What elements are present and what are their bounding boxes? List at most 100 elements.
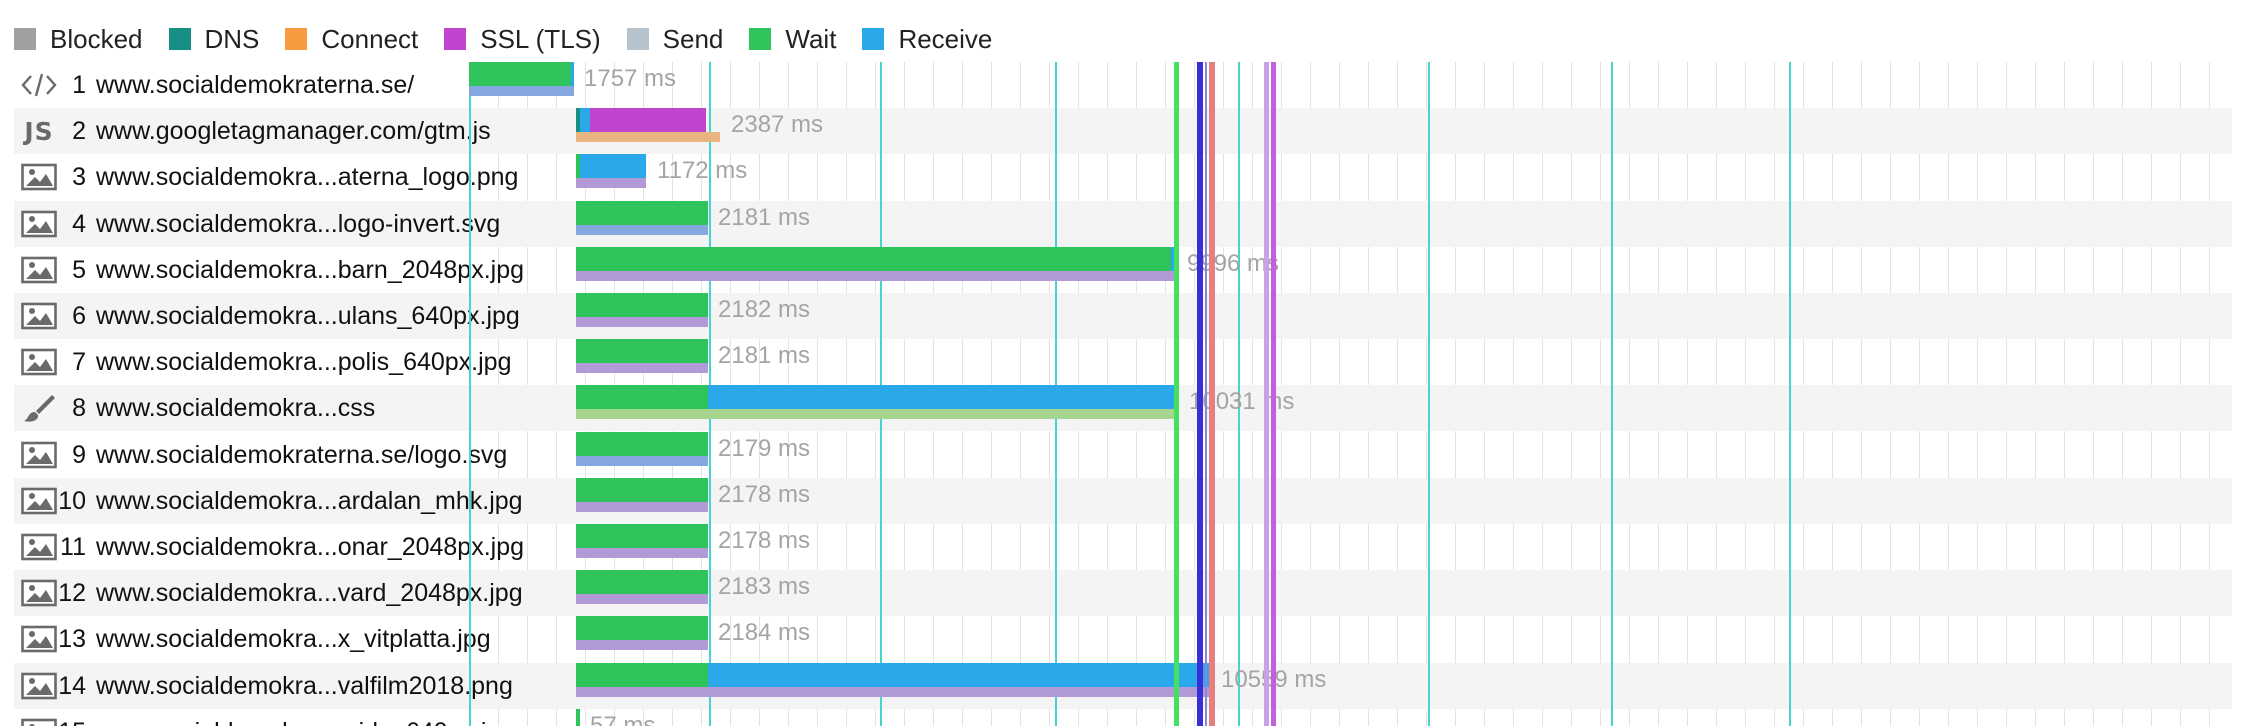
first-paint-marker [1197,62,1203,726]
request-row[interactable]: 1 www.socialdemokraterna.se/ [14,62,2232,108]
request-number: 6 [72,302,86,330]
request-row[interactable]: 3 www.socialdemokra...aterna_logo.png [14,154,2232,200]
legend-item-receive: Receive [862,24,992,55]
legend-label: DNS [204,23,260,54]
request-bar-track [576,548,708,558]
request-duration: 2183 ms [718,573,811,601]
request-timing-bar [590,108,706,133]
grid-line [1789,62,1791,726]
request-duration: 1757 ms [584,65,677,92]
legend-swatch [862,28,885,50]
request-duration: 2178 ms [718,480,811,508]
request-number: 4 [72,209,86,238]
request-bar-track [576,363,708,374]
request-url: www.socialdemokra...ulans_640px.jpg [96,302,520,330]
legend-item-blocked: Blocked [14,24,143,55]
request-duration: 2184 ms [718,619,811,647]
image-icon [20,532,58,562]
request-number: 3 [72,163,86,192]
grid-line [1611,62,1613,726]
request-number: 15 [14,709,96,726]
request-url: www.socialdemokra...x_vitplatta.jpg [96,625,491,654]
request-row[interactable]: 7 www.socialdemokra...polis_640px.jpg [14,339,2232,385]
image-icon [20,301,58,331]
request-duration: 2181 ms [718,342,811,370]
request-bar-track [469,86,574,96]
request-bar-track [576,409,1179,420]
grid-line [1428,62,1430,726]
legend-label: Send [662,23,724,54]
legend-item-wait: Wait [749,24,836,55]
waterfall-chart: 1 www.socialdemokraterna.se/JS 2 www.google… [14,62,2232,726]
request-number: 7 [72,348,86,377]
request-bar-track [576,594,708,605]
request-number: 2 [72,117,86,146]
request-timing-bar [571,62,574,86]
grid-line [1238,62,1240,726]
legend-swatch [285,28,308,50]
request-row[interactable]: 13 www.socialdemokra...x_vitplatta.jpg [14,616,2232,662]
request-number: 5 [72,255,86,284]
request-number: 10 [58,486,86,515]
image-icon [20,347,58,377]
request-bar-track [576,132,720,143]
request-timing-bar [708,662,1210,687]
request-row[interactable]: JS 2 www.googletagmanager.com/gtm.js [14,108,2232,155]
request-timing-bar [576,616,708,641]
request-label: 5 www.socialdemokra...barn_2048px.jpg [14,247,684,293]
request-row[interactable]: 15www.socialdemokra...rsida_640px.jpg [14,709,2232,726]
request-bar-track [576,178,646,189]
request-label: 1 www.socialdemokraterna.se/ [14,62,684,108]
request-timing-bar [576,477,708,502]
image-icon [20,486,58,516]
request-url: www.socialdemokra...polis_640px.jpg [96,348,512,377]
request-bar-track [576,640,708,651]
request-label: 12 www.socialdemokra...vard_2048px.jpg [14,570,684,616]
request-timing-bar [576,246,1171,271]
grid-line [469,62,471,726]
request-url: www.socialdemokra...vard_2048px.jpg [96,579,523,608]
request-timing-bar [580,108,590,133]
request-duration: 2179 ms [718,434,811,462]
legend-label: Wait [785,23,837,54]
request-row[interactable]: 10 www.socialdemokra...ardalan_mhk.jpg [14,477,2232,524]
request-timing-bar [576,293,708,317]
legend-label: Receive [898,23,993,54]
request-label: 7 www.socialdemokra...polis_640px.jpg [14,339,684,385]
request-row[interactable]: 5 www.socialdemokra...barn_2048px.jpg [14,247,2232,293]
legend-item-send: Send [626,23,724,55]
request-number: 13 [58,625,86,654]
image-icon [20,624,58,654]
request-bar-track [576,224,708,235]
js-icon: JS [24,116,54,146]
legend-label: SSL (TLS) [480,23,601,54]
request-label: 13 www.socialdemokra...x_vitplatta.jpg [14,616,684,662]
render-start-marker [1209,62,1215,726]
request-bar-track [576,455,708,466]
request-row[interactable]: 9 www.socialdemokraterna.se/logo.svg [14,432,2232,478]
request-timing-bar [576,431,708,456]
request-url: www.socialdemokraterna.se/logo.svg [96,440,508,469]
request-label: 4 www.socialdemokra...logo-invert.svg [14,201,684,247]
legend-swatch [168,28,191,50]
request-duration: 2178 ms [718,527,811,554]
request-url: www.socialdemokra...aterna_logo.png [96,163,519,192]
request-timing-bar [576,662,708,687]
request-bar-track [576,317,708,327]
request-number: 12 [58,579,86,608]
timing-legend: Blocked DNS Connect SSL (TLS) Send Wait Receiv… [14,22,1018,56]
legend-swatch [14,28,36,50]
request-label: 9 www.socialdemokraterna.se/logo.svg [14,432,684,478]
request-label: 11 www.socialdemokra...onar_2048px.jpg [14,524,684,570]
request-timing-bar [576,108,580,133]
request-row[interactable]: 6 www.socialdemokra...ulans_640px.jpg [14,293,2232,339]
on-load-marker [1264,62,1269,726]
request-bar-track [576,686,1210,697]
legend-item-dns: DNS [168,23,260,55]
request-timing-bar [708,385,1179,410]
request-url: www.socialdemokra...onar_2048px.jpg [96,533,525,561]
request-timing-bar [576,339,708,364]
request-row[interactable]: 4 www.socialdemokra...logo-invert.svg [14,200,2232,247]
request-row[interactable]: 12 www.socialdemokra...vard_2048px.jpg [14,570,2232,617]
request-row[interactable]: 11 www.socialdemokra...onar_2048px.jpg [14,524,2232,570]
